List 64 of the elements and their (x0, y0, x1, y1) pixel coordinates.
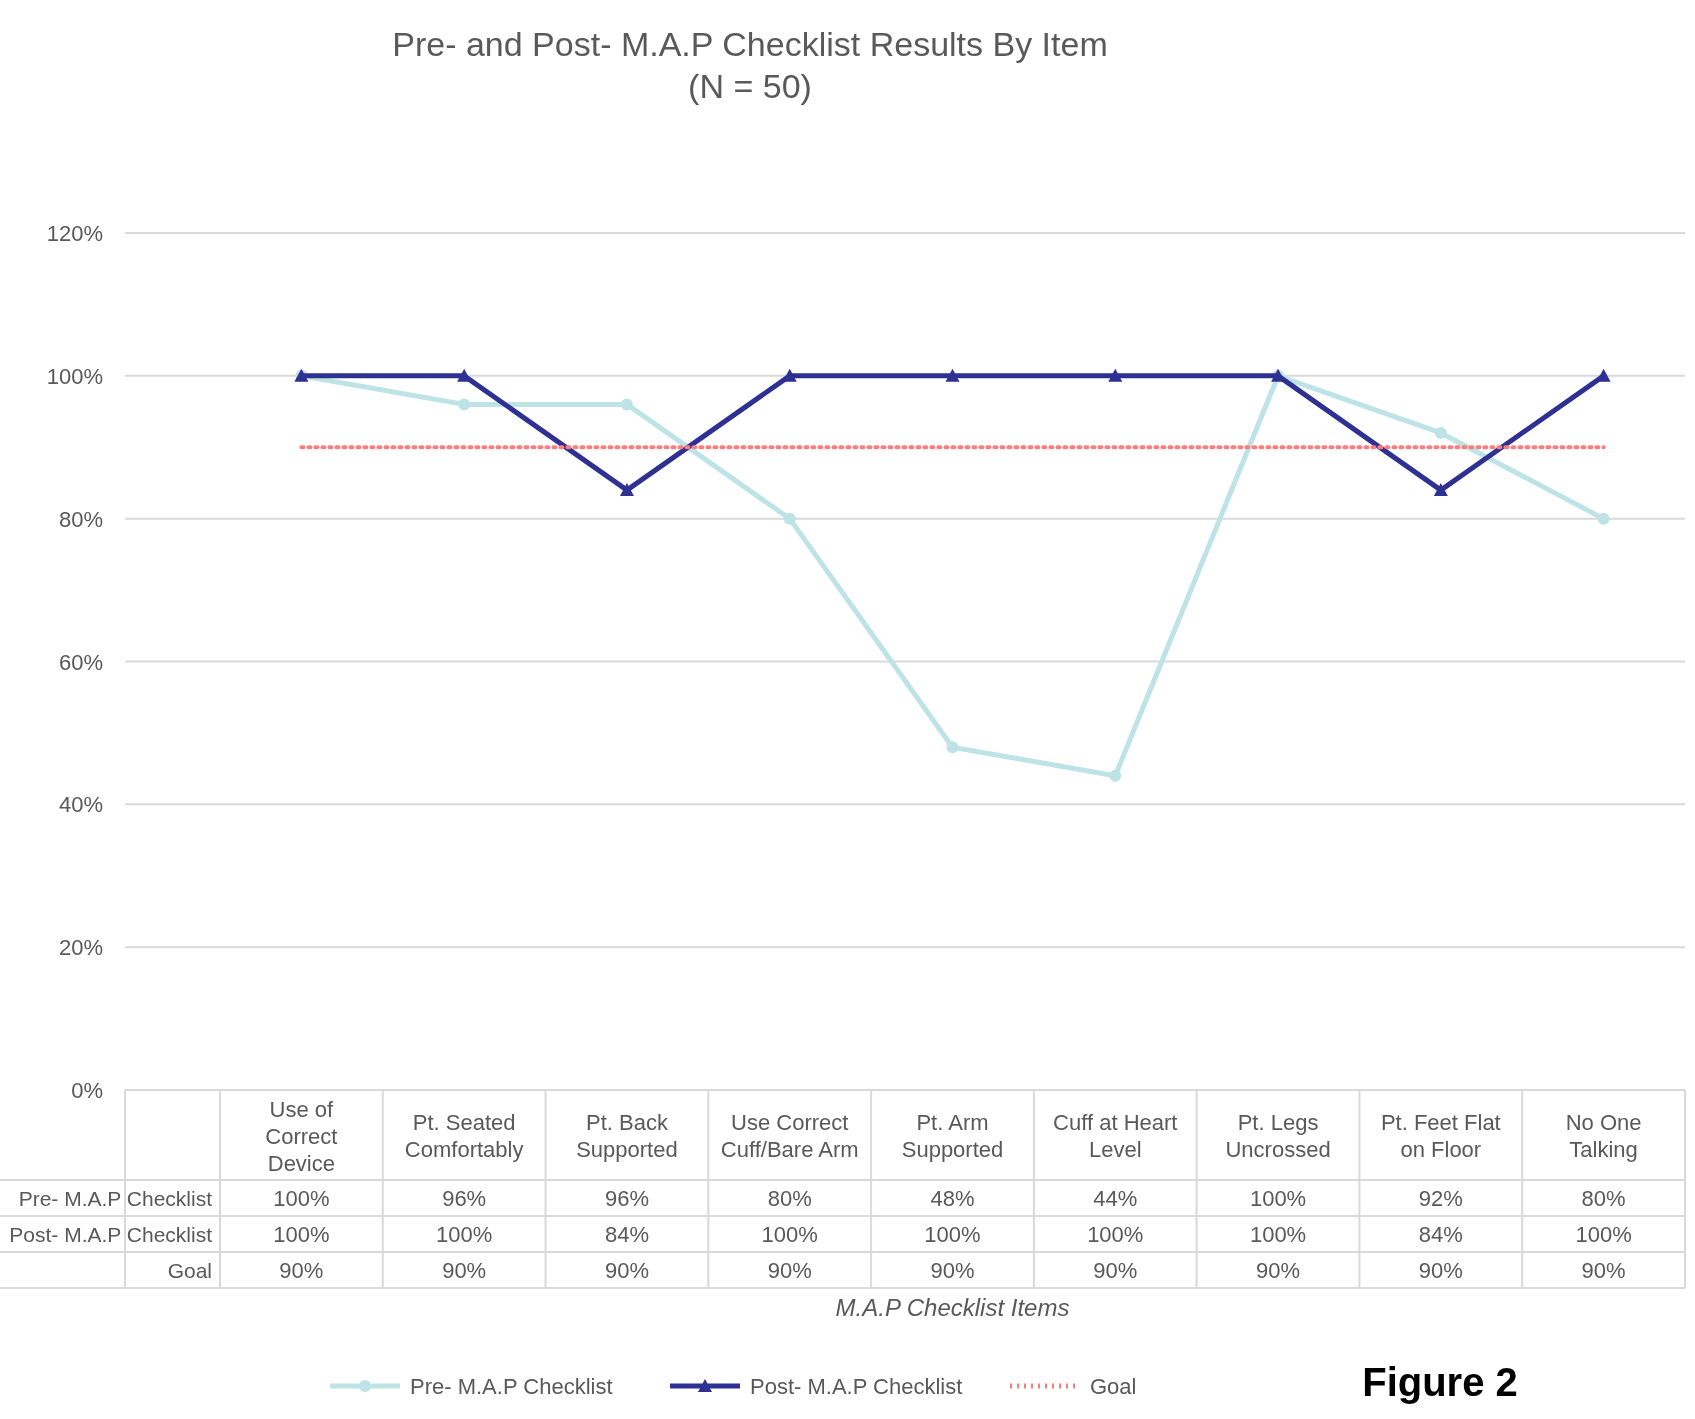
y-tick-label: 120% (46, 221, 103, 246)
point (458, 398, 471, 411)
data-label: 100% (924, 1222, 981, 1247)
data-label: 84% (604, 1222, 649, 1247)
point (1597, 512, 1610, 525)
data-label: 100% (1087, 1222, 1144, 1247)
data-label: 90% (604, 1258, 649, 1283)
data-label: 96% (604, 1186, 649, 1211)
text: Goal (167, 1259, 212, 1282)
data-label: 90% (1418, 1258, 1463, 1283)
y-tick-label: 100% (46, 363, 103, 389)
data-label: 100% (273, 1186, 330, 1211)
caption: Figure 2 (1362, 1360, 1518, 1404)
y-tick-label: 80% (58, 506, 103, 532)
data-label: 90% (1581, 1258, 1626, 1283)
point (620, 398, 633, 411)
y-tick-label: 40% (58, 792, 103, 818)
data-label: 90% (1093, 1258, 1138, 1283)
data-label: 100% (436, 1222, 493, 1247)
point (1433, 483, 1448, 497)
data-label: 90% (767, 1258, 812, 1283)
text: Pre- M.A.P Checklist (18, 1187, 212, 1210)
chart-subtitle: (N = 50) (688, 67, 812, 105)
point (946, 741, 959, 754)
point (1434, 426, 1447, 439)
point (945, 368, 960, 382)
y-tick-label: 60% (58, 649, 103, 675)
data-label: 100% (761, 1222, 818, 1247)
data-label: 84% (1418, 1222, 1463, 1247)
legend-label: Goal (1090, 1374, 1137, 1399)
x-tick-label: Use of Correct Device (265, 1097, 338, 1176)
point (1109, 769, 1122, 782)
data-label: 90% (279, 1258, 324, 1283)
x-tick-label: No One Talking (1565, 1110, 1642, 1162)
y-tick-label: 20% (58, 935, 103, 961)
point (1108, 368, 1123, 382)
data-label: 90% (442, 1258, 487, 1283)
legend-label: Post- M.A.P Checklist (750, 1374, 963, 1399)
data-label: 90% (930, 1258, 975, 1283)
point (619, 483, 634, 497)
chart-title: Pre- and Post- M.A.P Checklist Results By Item (392, 25, 1108, 63)
x-axis-title: M.A.P Checklist Items (835, 1294, 1070, 1321)
x-tick-label: Use Correct Cuff/Bare Arm (720, 1110, 859, 1162)
text: Post- M.A.P Checklist (9, 1223, 212, 1246)
x-tick-label: Pt. Arm Supported (901, 1110, 1004, 1162)
data-label: 96% (442, 1186, 487, 1211)
x-tick-label: Cuff at Heart Level (1053, 1110, 1178, 1162)
x-tick-label: Pt. Seated Comfortably (404, 1110, 524, 1162)
data-label: 100% (273, 1222, 330, 1247)
data-label: 44% (1093, 1186, 1138, 1211)
data-label: 100% (1249, 1186, 1307, 1211)
data-label: 80% (1581, 1186, 1626, 1211)
data-label: 100% (1249, 1222, 1307, 1247)
y-tick-label: 0% (71, 1078, 103, 1103)
point (783, 512, 796, 525)
x-tick-label: Pt. Feet Flat on Floor (1380, 1110, 1501, 1162)
data-label: 90% (1256, 1258, 1301, 1283)
legend-label: Pre- M.A.P Checklist (410, 1374, 613, 1399)
data-label: 100% (1575, 1222, 1632, 1247)
x-tick-label: Pt. Back Supported (576, 1110, 678, 1162)
data-label: 48% (930, 1186, 975, 1211)
x-tick-label: Pt. Legs Uncrossed (1225, 1110, 1331, 1162)
data-label: 92% (1418, 1186, 1463, 1211)
data-label: 80% (767, 1186, 812, 1211)
